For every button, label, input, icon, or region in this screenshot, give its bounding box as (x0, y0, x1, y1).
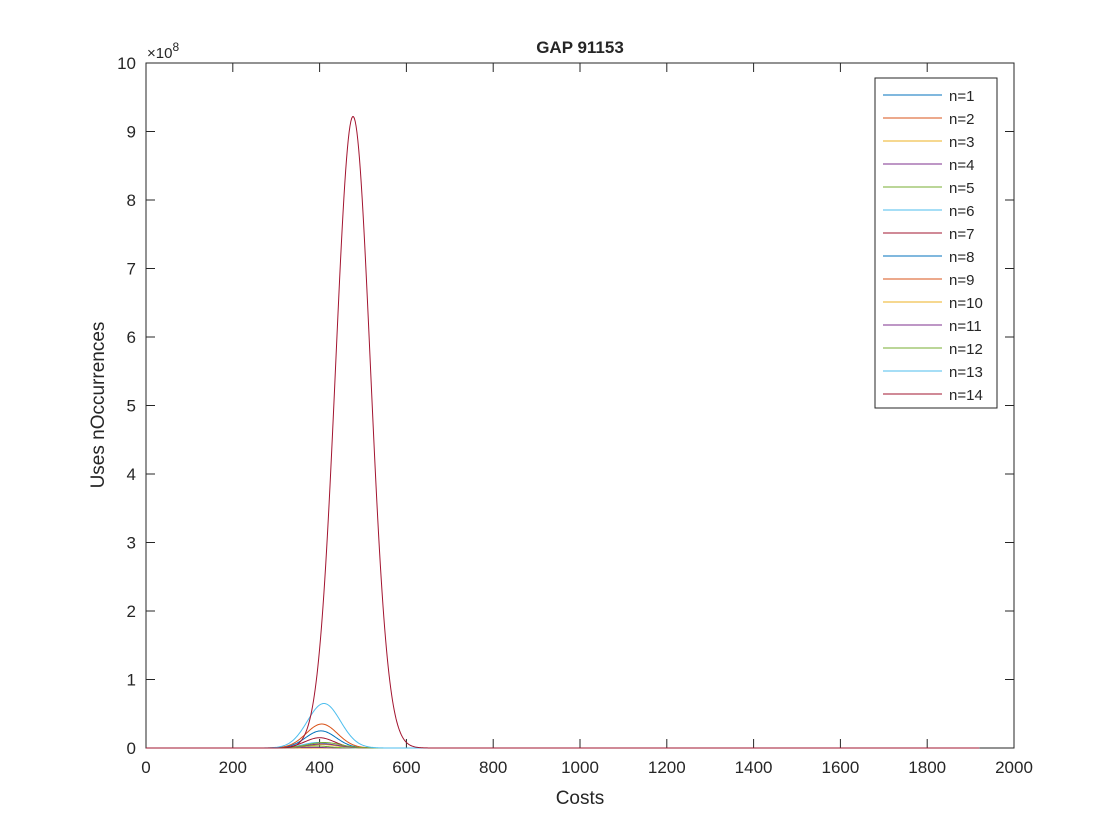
x-tick-label: 1800 (908, 758, 946, 777)
axis-ticks: 0 200 400 600 800 1000 1200 1400 1600 1800 2000 0 1 2… (117, 54, 1033, 777)
y-axis-label: Uses nOccurrences (88, 322, 109, 489)
legend-label: n=1 (949, 88, 974, 105)
y-tick-label: 4 (127, 465, 136, 484)
y-tick-label: 6 (127, 328, 136, 347)
x-tick-label: 600 (392, 758, 420, 777)
series-lines (146, 116, 980, 749)
y-tick-label: 10 (117, 54, 136, 73)
legend-label: n=7 (949, 226, 974, 243)
y-exponent-base: ×10 (147, 45, 172, 62)
legend-label: n=12 (949, 341, 983, 358)
y-tick-label: 7 (127, 260, 136, 279)
x-tick-label: 0 (141, 758, 150, 777)
legend-label: n=9 (949, 272, 974, 289)
legend-label: n=8 (949, 249, 974, 266)
y-tick-label: 8 (127, 191, 136, 210)
x-axis-label: Costs (556, 788, 605, 809)
chart-title: GAP 91153 (536, 38, 624, 57)
legend-label: n=10 (949, 295, 983, 312)
legend-label: n=2 (949, 111, 974, 128)
x-tick-label: 1400 (735, 758, 773, 777)
x-tick-label: 2000 (995, 758, 1033, 777)
legend-label: n=6 (949, 203, 974, 220)
legend-label: n=13 (949, 364, 983, 381)
legend-label: n=4 (949, 157, 974, 174)
x-tick-label: 200 (219, 758, 247, 777)
y-exponent-label: ×108 (147, 40, 179, 62)
legend: n=1 n=2 n=3 n=4 n=5 n=6 n=7 n=8 n=9 n=10 n=11 n=12 n… (874, 77, 998, 409)
legend-label: n=3 (949, 134, 974, 151)
x-tick-label: 800 (479, 758, 507, 777)
y-tick-label: 5 (127, 397, 136, 416)
legend-box (874, 77, 998, 409)
legend-label: n=14 (949, 387, 983, 404)
x-tick-label: 1000 (561, 758, 599, 777)
y-tick-label: 3 (127, 534, 136, 553)
x-tick-label: 400 (305, 758, 333, 777)
y-tick-label: 9 (127, 123, 136, 142)
plot-area (145, 62, 1015, 749)
y-exponent-power: 8 (172, 40, 179, 54)
x-tick-label: 1600 (821, 758, 859, 777)
legend-label: n=11 (949, 318, 982, 335)
x-tick-label: 1200 (648, 758, 686, 777)
series-line-n=14 (146, 116, 980, 749)
y-tick-label: 0 (127, 739, 136, 758)
y-tick-label: 2 (127, 602, 136, 621)
y-tick-label: 1 (127, 671, 136, 690)
legend-label: n=5 (949, 180, 974, 197)
